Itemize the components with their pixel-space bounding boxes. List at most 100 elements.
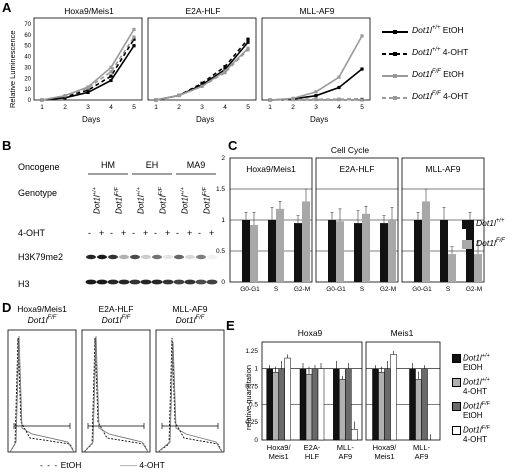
panel-d-histogram-4oht (83, 335, 149, 453)
panel-b-band-h3 (118, 279, 130, 285)
panel-a-point (223, 64, 227, 69)
panel-a-point (291, 97, 295, 102)
panel-c-plot-title: MLL-AF9 (426, 164, 461, 174)
panel-b-sign: + (187, 228, 193, 238)
panel-a-ytick: 10 (24, 87, 31, 93)
panel-e-xtick: Meis1 (374, 452, 394, 461)
panel-e-bar (272, 372, 279, 441)
panel-a-legend: Dot1l+/+ EtOH Dot1l+/+ 4-OHT Dot1lF/F EtOH… (382, 24, 520, 112)
panel-b-group-label: MA9 (186, 160, 206, 170)
panel-d-histograms (7, 329, 225, 453)
panel-a-point (109, 74, 113, 78)
panel-b-bands (85, 173, 218, 285)
panel-e-xtick: MLL- (337, 443, 355, 452)
panel-a-xlabel-1: Days (82, 115, 101, 124)
panel-a-point (246, 48, 250, 52)
panel-c-xtick: S (274, 286, 279, 293)
panel-d-frame (7, 329, 77, 453)
panel-e-frame (365, 341, 441, 441)
panel-b-treat-label: 4-OHT (18, 228, 45, 238)
panel-a-legend-marker (393, 96, 397, 100)
panel-a-xtick: 2 (63, 104, 67, 111)
panel-d-histogram-etoh (83, 337, 149, 453)
panel-d-frame (155, 329, 225, 453)
panel-c-xtick: G2-M (466, 286, 482, 293)
panel-e-ytick: 0.75 (245, 384, 258, 391)
panel-e-legend-label: Dot1lF/F EtOH (463, 401, 491, 420)
panel-b-band-h3 (107, 279, 119, 285)
panel-d-genotype: Dot1lF/F (27, 315, 57, 325)
panel-a-ytick: 50 (24, 44, 31, 50)
panel-a-point (360, 67, 364, 71)
panel-a-xtick: 1 (154, 104, 158, 111)
panel-e-xtick: HLF (305, 452, 320, 461)
panel-e-bar (372, 368, 379, 441)
panel-e-bar (421, 368, 428, 441)
panel-b-band-h3 (184, 279, 196, 285)
panel-a-xtick: 1 (268, 104, 272, 111)
panel-b-band-h3k79me2 (86, 254, 96, 260)
panel-b-band-h3k79me2 (185, 254, 195, 260)
panel-c-bar (466, 220, 474, 282)
panel-a-legend-swatch (382, 74, 408, 78)
panel-letter-c: C (228, 138, 238, 153)
panel-a-ytick: 20 (24, 76, 31, 82)
panel-e-bar (339, 379, 346, 441)
panel-c-bar (276, 208, 284, 282)
panel-c-bar (448, 254, 456, 282)
panel-a-title-1: Hoxa9/Meis1 (64, 6, 114, 16)
panel-b-band-h3k79me2 (119, 254, 129, 260)
panel-a-point (132, 35, 136, 39)
panel-b-band-h3k79me2 (152, 254, 162, 260)
panel-e-bar (378, 372, 385, 441)
panel-a-xtick: 3 (86, 104, 90, 111)
panel-c-legend-label: Dot1l+/+ (476, 218, 505, 228)
panel-a-point (314, 90, 318, 94)
panel-c-bar (388, 220, 396, 282)
panel-a-legend-marker (393, 74, 397, 78)
panel-c-ytick: 0 (221, 279, 225, 286)
panel-c-xtick: S (446, 286, 451, 293)
panel-e-xtick: AF9 (415, 452, 429, 461)
panel-a-point (109, 65, 113, 70)
panel-b-band-h3 (195, 279, 207, 285)
panel-b-band-h3 (140, 279, 152, 285)
panel-a-xtick: 4 (109, 104, 113, 111)
panel-b-band-h3 (129, 279, 141, 285)
panel-a-legend-label: Dot1l+/+ 4-OHT (412, 47, 469, 57)
panel-e-bar (351, 429, 358, 441)
panel-e-bar (409, 368, 416, 441)
panel-b-band-h3k79me2 (130, 254, 140, 260)
panel-b-band-h3 (206, 279, 218, 285)
panel-e-xtick: AF9 (338, 452, 352, 461)
panel-c-bar (242, 220, 250, 282)
panel-b-band-h3 (85, 279, 97, 285)
panel-e-bar (278, 368, 285, 441)
panel-a-xtick: 5 (246, 104, 250, 111)
panel-a-point (132, 27, 136, 32)
panel-a-point (337, 97, 341, 102)
panel-a-point (337, 75, 341, 79)
panel-e-xtick: Meis1 (269, 452, 289, 461)
panel-c-bar (474, 254, 482, 282)
panel-c-bar (440, 220, 448, 282)
panel-e-bar (305, 374, 313, 441)
panel-a-point (86, 86, 90, 90)
panel-a-point (109, 70, 113, 74)
panel-a-xtick: 2 (177, 104, 181, 111)
panel-c-legend-swatch (462, 220, 472, 229)
panel-b-sign: + (121, 228, 127, 238)
panel-a-legend-label: Dot1lF/F 4-OHT (412, 91, 469, 101)
panel-c-bar (380, 223, 388, 282)
panel-a-legend-item: Dot1l+/+ 4-OHT (382, 46, 520, 68)
panel-b-band-label-2: H3 (18, 279, 30, 289)
panel-c-bar (328, 220, 336, 282)
panel-a-legend-swatch (382, 30, 408, 34)
panel-d-frame (81, 329, 151, 453)
panel-a-point (337, 85, 341, 90)
panel-e-legend-label: Dot1l+/+ EtOH (463, 353, 490, 372)
panel-a-title-3: MLL-AF9 (299, 6, 335, 16)
panel-b-oncogene-label: Oncogene (18, 162, 60, 172)
panel-a-frame (147, 17, 257, 101)
panel-c-xtick: G0-G1 (412, 286, 432, 293)
